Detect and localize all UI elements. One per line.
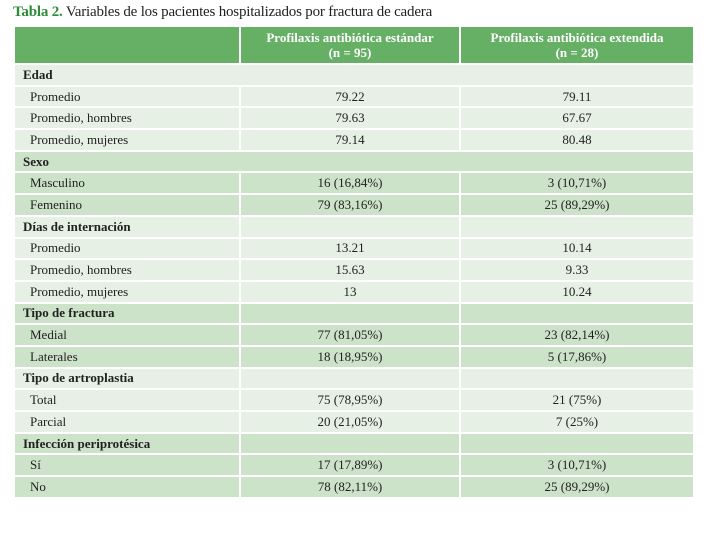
empty-cell xyxy=(459,366,695,391)
standard-value: 20 (21,05%) xyxy=(239,410,461,434)
empty-cell xyxy=(239,431,461,456)
extended-value: 10.24 xyxy=(459,279,695,304)
row-label: Medial xyxy=(13,323,241,347)
section-label: Edad xyxy=(13,63,695,87)
extended-value: 79.11 xyxy=(459,84,695,109)
section-row: Días de internación xyxy=(13,214,695,239)
extended-value: 21 (75%) xyxy=(459,388,695,412)
standard-value: 79.22 xyxy=(239,84,461,109)
standard-value: 18 (18,95%) xyxy=(239,344,461,369)
row-label: Parcial xyxy=(13,410,241,434)
table-row: Masculino 16 (16,84%) 3 (10,71%) xyxy=(13,171,695,196)
extended-value: 7 (25%) xyxy=(459,410,695,434)
section-label: Sexo xyxy=(13,149,695,174)
extended-value: 25 (89,29%) xyxy=(459,193,695,217)
row-label: Promedio xyxy=(13,84,241,109)
table-row: Promedio 13.21 10.14 xyxy=(13,236,695,261)
extended-value: 25 (89,29%) xyxy=(459,475,695,499)
row-label: Laterales xyxy=(13,344,241,369)
table-row: Promedio, mujeres 79.14 80.48 xyxy=(13,128,695,152)
section-row: Edad xyxy=(13,63,695,87)
table-row: Promedio 79.22 79.11 xyxy=(13,84,695,109)
section-row: Tipo de fractura xyxy=(13,301,695,326)
standard-value: 13.21 xyxy=(239,236,461,261)
section-row: Sexo xyxy=(13,149,695,174)
table-title: Variables de los pacientes hospitalizado… xyxy=(62,4,433,20)
row-label: Promedio, mujeres xyxy=(13,128,241,152)
standard-value: 17 (17,89%) xyxy=(239,453,461,478)
section-label: Tipo de artroplastia xyxy=(13,366,241,391)
row-label: Total xyxy=(13,388,241,412)
extended-value: 10.14 xyxy=(459,236,695,261)
empty-cell xyxy=(239,366,461,391)
header-extended: Profilaxis antibiótica extendida (n = 28) xyxy=(459,25,695,65)
row-label: Promedio xyxy=(13,236,241,261)
empty-cell xyxy=(459,214,695,239)
standard-value: 16 (16,84%) xyxy=(239,171,461,196)
extended-value: 67.67 xyxy=(459,106,695,131)
section-row: Tipo de artroplastia xyxy=(13,366,695,391)
row-label: Promedio, hombres xyxy=(13,258,241,282)
standard-value: 79 (83,16%) xyxy=(239,193,461,217)
standard-value: 13 xyxy=(239,279,461,304)
extended-value: 5 (17,86%) xyxy=(459,344,695,369)
header-row: Profilaxis antibiótica estándar (n = 95) … xyxy=(13,25,695,65)
header-standard: Profilaxis antibiótica estándar (n = 95) xyxy=(239,25,461,65)
row-label: Masculino xyxy=(13,171,241,196)
empty-cell xyxy=(239,214,461,239)
table-caption: Tabla 2. Variables de los pacientes hosp… xyxy=(13,4,432,21)
table-row: Laterales 18 (18,95%) 5 (17,86%) xyxy=(13,344,695,369)
row-label: Promedio, mujeres xyxy=(13,279,241,304)
row-label: No xyxy=(13,475,241,499)
table-row: Sí 17 (17,89%) 3 (10,71%) xyxy=(13,453,695,478)
extended-value: 9.33 xyxy=(459,258,695,282)
extended-value: 3 (10,71%) xyxy=(459,171,695,196)
table-row: Medial 77 (81,05%) 23 (82,14%) xyxy=(13,323,695,347)
extended-value: 3 (10,71%) xyxy=(459,453,695,478)
row-label: Promedio, hombres xyxy=(13,106,241,131)
table-row: Total 75 (78,95%) 21 (75%) xyxy=(13,388,695,412)
empty-cell xyxy=(239,301,461,326)
header-empty xyxy=(13,25,241,65)
standard-value: 15.63 xyxy=(239,258,461,282)
section-label: Infección periprotésica xyxy=(13,431,241,456)
section-label: Tipo de fractura xyxy=(13,301,241,326)
row-label: Femenino xyxy=(13,193,241,217)
empty-cell xyxy=(459,431,695,456)
standard-value: 77 (81,05%) xyxy=(239,323,461,347)
standard-value: 79.14 xyxy=(239,128,461,152)
table-row: No 78 (82,11%) 25 (89,29%) xyxy=(13,475,695,499)
empty-cell xyxy=(459,301,695,326)
table-row: Parcial 20 (21,05%) 7 (25%) xyxy=(13,410,695,434)
standard-value: 78 (82,11%) xyxy=(239,475,461,499)
row-label: Sí xyxy=(13,453,241,478)
section-row: Infección periprotésica xyxy=(13,431,695,456)
standard-value: 75 (78,95%) xyxy=(239,388,461,412)
data-table: Profilaxis antibiótica estándar (n = 95) … xyxy=(13,25,695,499)
table-number: Tabla 2. xyxy=(13,4,63,20)
extended-value: 23 (82,14%) xyxy=(459,323,695,347)
table-row: Promedio, mujeres 13 10.24 xyxy=(13,279,695,304)
table-row: Promedio, hombres 79.63 67.67 xyxy=(13,106,695,131)
table-row: Promedio, hombres 15.63 9.33 xyxy=(13,258,695,282)
section-label: Días de internación xyxy=(13,214,241,239)
table-row: Femenino 79 (83,16%) 25 (89,29%) xyxy=(13,193,695,217)
standard-value: 79.63 xyxy=(239,106,461,131)
extended-value: 80.48 xyxy=(459,128,695,152)
